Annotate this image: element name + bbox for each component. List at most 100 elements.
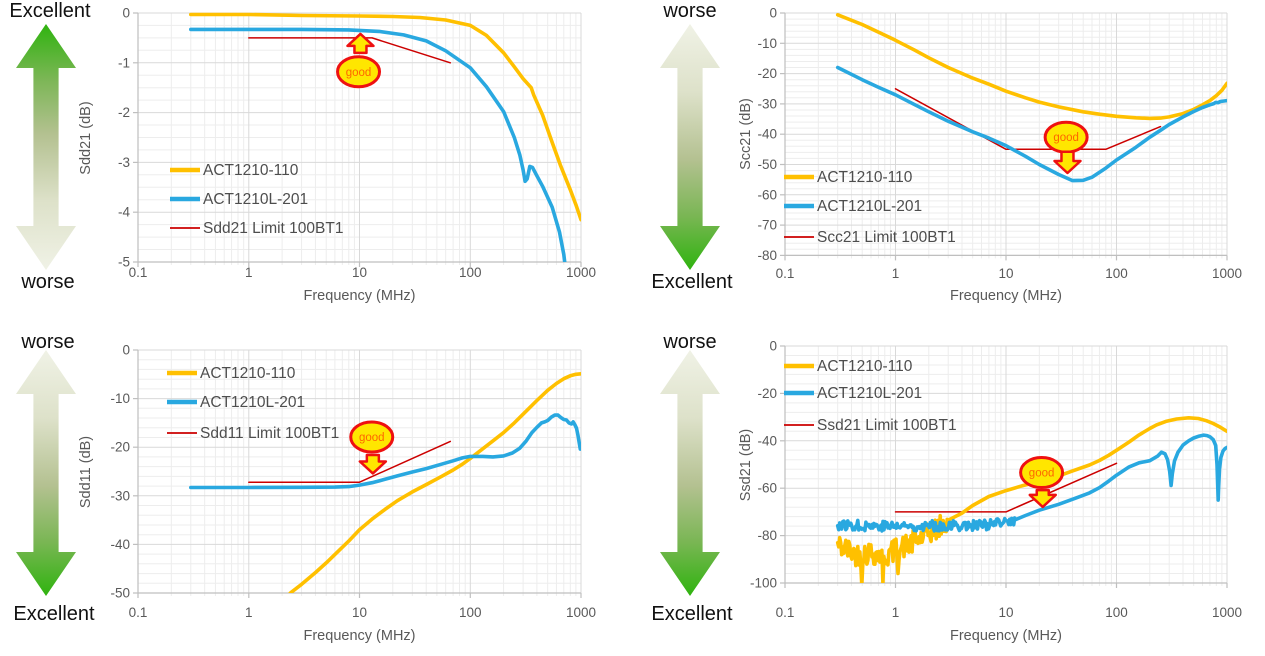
svg-text:-3: -3	[118, 155, 130, 170]
axes	[780, 12, 1228, 261]
good-ellipse	[349, 420, 395, 454]
scale-label-top: worse	[21, 331, 75, 353]
axes	[133, 12, 582, 267]
svg-text:-1: -1	[118, 55, 130, 70]
x-axis-title: Frequency (MHz)	[304, 288, 416, 304]
ssd21-mode-conversion-chart: 0 -20 -40 -60 -80 -100 0.1 1 10 100 1000 Frequency …	[738, 339, 1242, 645]
limit-line	[894, 462, 1118, 513]
scale-label-bottom: Excellent	[651, 271, 733, 293]
svg-text:0.1: 0.1	[776, 605, 795, 620]
good-label: good	[359, 432, 385, 444]
legend-label: ACT1210-110	[817, 358, 913, 375]
svg-text:10: 10	[998, 266, 1013, 281]
svg-text:100: 100	[459, 605, 482, 620]
svg-text:0.1: 0.1	[129, 605, 148, 620]
svg-text:-80: -80	[757, 528, 777, 543]
y-axis-title: Ssd21 (dB)	[738, 429, 754, 502]
svg-text:0: 0	[769, 6, 777, 21]
legend: ACT1210-110 ACT1210L-201 Sdd11 Limit 100BT…	[167, 365, 339, 442]
svg-text:-100: -100	[750, 576, 777, 591]
good-annotation: good	[1019, 456, 1065, 509]
arrow-down-icon	[1053, 150, 1082, 175]
svg-text:100: 100	[1105, 266, 1128, 281]
svg-text:0: 0	[122, 343, 130, 358]
good-ellipse	[336, 55, 382, 89]
svg-text:10: 10	[352, 265, 367, 280]
svg-text:-10: -10	[757, 36, 777, 51]
x-axis-title: Frequency (MHz)	[304, 628, 416, 644]
legend-label: ACT1210-110	[200, 365, 296, 382]
sdd21-insertion-loss-chart: 0 -1 -2 -3 -4 -50.1 1 10 100 1000 Frequency (MHz) S…	[78, 6, 596, 305]
svg-text:-60: -60	[757, 481, 777, 496]
series-act1210l-201-curve	[835, 433, 1227, 533]
chart-cell-ssd21: worse Excellent 0 -20 -40 -60 -80 -100 0.1 1 10 1…	[632, 328, 1265, 656]
good-annotation: good	[349, 420, 395, 475]
axes	[780, 345, 1228, 588]
legend-label: Sdd21 Limit 100BT1	[203, 220, 343, 237]
series-act1210-110-curve	[835, 13, 1227, 121]
svg-text:1: 1	[245, 265, 253, 280]
svg-text:-4: -4	[118, 205, 130, 220]
chart-cell-scc21: worse Excellent 0 -10 -20 -30 -40 -50 -60 -70 -8…	[632, 0, 1265, 328]
chart-cell-sdd21: Excellent worse 0 -1 -2 -3 -4 -5 0.1 1 10 100 1000…	[0, 0, 632, 328]
scale-label-top: Excellent	[9, 0, 91, 22]
svg-text:1: 1	[892, 266, 900, 281]
legend-label: Scc21 Limit 100BT1	[817, 229, 956, 246]
axes	[133, 349, 582, 598]
good-ellipse	[1019, 456, 1065, 490]
svg-text:1000: 1000	[566, 265, 596, 280]
series-act1210l-201-curve	[835, 65, 1227, 183]
svg-text:100: 100	[459, 265, 482, 280]
svg-text:0: 0	[769, 339, 777, 354]
series-act1210-110-curve	[288, 372, 581, 593]
legend-label: ACT1210L-201	[203, 191, 308, 208]
legend-label: ACT1210L-201	[817, 198, 922, 215]
svg-text:1: 1	[245, 605, 253, 620]
limit-line	[248, 37, 452, 64]
svg-text:-50: -50	[757, 157, 777, 172]
y-axis-title: Sdd21 (dB)	[78, 101, 94, 174]
svg-text:-40: -40	[757, 127, 777, 142]
svg-text:10: 10	[998, 605, 1013, 620]
series-act1210-110-curve	[189, 12, 581, 222]
y-axis-title: Scc21 (dB)	[738, 98, 754, 170]
svg-text:10: 10	[352, 605, 367, 620]
axis-tick-labels: 0 -10 -20 -30 -40 -50 -60 -70 -80 0.1 1 10 100 1000	[757, 6, 1242, 282]
limit-line	[248, 440, 452, 483]
scc21-common-mode-chart: 0 -10 -20 -30 -40 -50 -60 -70 -80 0.1 1 10 100 1000 Fr…	[738, 6, 1242, 305]
svg-text:-40: -40	[110, 537, 130, 552]
svg-text:-80: -80	[757, 248, 777, 263]
svg-text:-2: -2	[118, 105, 130, 120]
arrow-down-icon	[358, 453, 388, 475]
minor-gridlines	[138, 13, 581, 265]
svg-text:1000: 1000	[566, 605, 596, 620]
series-act1210l-201-curve	[189, 27, 567, 262]
axis-tick-labels: 0 -10 -20 -30 -40 -50 0.1 1 10 100 1000	[110, 343, 596, 621]
legend: ACT1210-110 ACT1210L-201 Ssd21 Limit 100BT…	[784, 358, 957, 434]
arrow-down-icon	[1028, 488, 1057, 509]
good-annotation: good	[1043, 120, 1089, 175]
legend-label: Sdd11 Limit 100BT1	[200, 425, 339, 442]
legend-label: ACT1210L-201	[817, 385, 922, 402]
series-act1210l-201-curve	[189, 413, 581, 490]
svg-text:1: 1	[892, 605, 900, 620]
svg-text:0.1: 0.1	[776, 266, 795, 281]
series-act1210-110-curve	[835, 416, 1227, 583]
scale-label-top: worse	[663, 0, 717, 22]
good-annotation: good	[336, 32, 382, 89]
legend-label: ACT1210-110	[817, 169, 913, 186]
svg-text:-40: -40	[757, 433, 777, 448]
axis-tick-labels: 0 -20 -40 -60 -80 -100 0.1 1 10 100 1000	[750, 339, 1242, 621]
axis-tick-labels: 0 -1 -2 -3 -4 -50.1 1 10 100 1000	[118, 6, 596, 281]
arrow-up-icon	[346, 32, 375, 55]
svg-text:1000: 1000	[1212, 605, 1242, 620]
x-axis-title: Frequency (MHz)	[950, 628, 1062, 644]
svg-text:1000: 1000	[1212, 266, 1242, 281]
svg-text:-20: -20	[110, 440, 130, 455]
legend: ACT1210-110 ACT1210L-201 Sdd21 Limit 100BT…	[170, 162, 343, 237]
sdd11-return-loss-chart: 0 -10 -20 -30 -40 -50 0.1 1 10 100 1000 Frequency (…	[78, 343, 596, 645]
svg-text:-50: -50	[110, 586, 130, 601]
scale-label-top: worse	[663, 331, 717, 353]
scale-label-bottom: Excellent	[13, 603, 95, 625]
